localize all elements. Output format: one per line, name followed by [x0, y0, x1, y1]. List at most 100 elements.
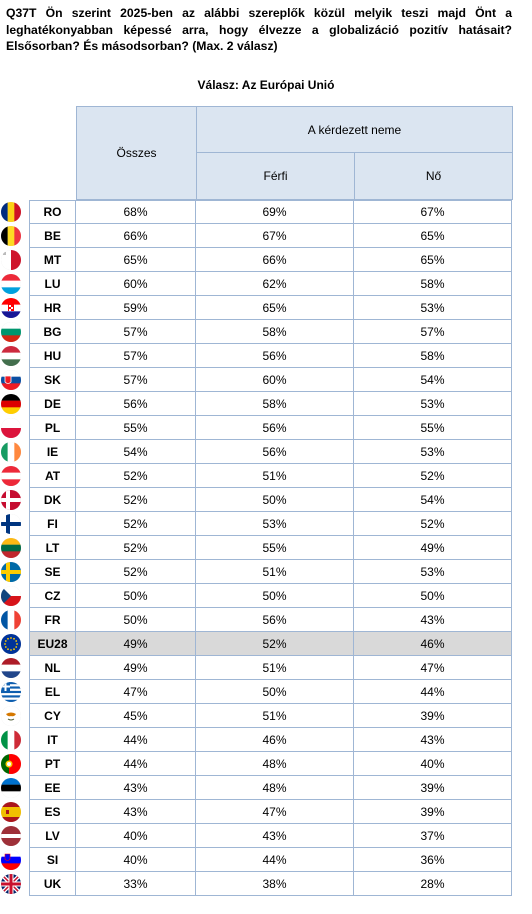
male-value: 56%: [196, 416, 354, 440]
table-row: NL 49% 51% 47%: [0, 656, 532, 680]
poland-flag-icon: [1, 418, 21, 438]
spain-flag-icon: [1, 802, 21, 822]
male-value: 38%: [196, 872, 354, 896]
table-row: BE 66% 67% 65%: [0, 224, 532, 248]
country-code: AT: [29, 464, 76, 488]
answer-subtitle: Válasz: Az Európai Unió: [197, 78, 335, 92]
country-code: PT: [29, 752, 76, 776]
romania-flag-icon: [1, 202, 21, 222]
total-value: 43%: [76, 776, 196, 800]
male-value: 43%: [196, 824, 354, 848]
total-value: 68%: [76, 200, 196, 224]
table-row: FR 50% 56% 43%: [0, 608, 532, 632]
total-value: 56%: [76, 392, 196, 416]
female-value: 39%: [354, 704, 512, 728]
male-value: 65%: [196, 296, 354, 320]
female-value: 53%: [354, 560, 512, 584]
germany-flag-icon: [1, 394, 21, 414]
country-code: CY: [29, 704, 76, 728]
female-value: 44%: [354, 680, 512, 704]
table-row: CY 45% 51% 39%: [0, 704, 532, 728]
table-row: HR 59% 65% 53%: [0, 296, 532, 320]
female-value: 39%: [354, 776, 512, 800]
female-value: 49%: [354, 536, 512, 560]
country-code: SI: [29, 848, 76, 872]
belgium-flag-icon: [1, 226, 21, 246]
female-value: 39%: [354, 800, 512, 824]
latvia-flag-icon: [1, 826, 21, 846]
male-value: 67%: [196, 224, 354, 248]
total-value: 44%: [76, 728, 196, 752]
total-value: 52%: [76, 464, 196, 488]
table-row: LU 60% 62% 58%: [0, 272, 532, 296]
country-code: EU28: [29, 632, 76, 656]
table-row: IT 44% 46% 43%: [0, 728, 532, 752]
total-value: 50%: [76, 584, 196, 608]
female-value: 55%: [354, 416, 512, 440]
eu-flag-icon: [1, 634, 21, 654]
total-value: 50%: [76, 608, 196, 632]
male-value: 51%: [196, 704, 354, 728]
country-code: LV: [29, 824, 76, 848]
total-value: 33%: [76, 872, 196, 896]
country-code: NL: [29, 656, 76, 680]
czechia-flag-icon: [1, 586, 21, 606]
total-value: 59%: [76, 296, 196, 320]
country-code: UK: [29, 872, 76, 896]
table-row: EU28 49% 52% 46%: [0, 632, 532, 656]
female-value: 40%: [354, 752, 512, 776]
female-value: 65%: [354, 248, 512, 272]
male-value: 58%: [196, 320, 354, 344]
male-value: 56%: [196, 344, 354, 368]
luxembourg-flag-icon: [1, 274, 21, 294]
denmark-flag-icon: [1, 490, 21, 510]
male-value: 60%: [196, 368, 354, 392]
table-row: SE 52% 51% 53%: [0, 560, 532, 584]
male-value: 66%: [196, 248, 354, 272]
table-row: SK 57% 60% 54%: [0, 368, 532, 392]
female-value: 52%: [354, 464, 512, 488]
bulgaria-flag-icon: [1, 322, 21, 342]
table-row: DK 52% 50% 54%: [0, 488, 532, 512]
italy-flag-icon: [1, 730, 21, 750]
male-value: 48%: [196, 752, 354, 776]
male-value: 56%: [196, 608, 354, 632]
country-code: FI: [29, 512, 76, 536]
male-value: 51%: [196, 464, 354, 488]
country-code: BE: [29, 224, 76, 248]
male-value: 58%: [196, 392, 354, 416]
question-text: Q37T Ön szerint 2025-ben az alábbi szere…: [6, 6, 512, 53]
table-row: PT 44% 48% 40%: [0, 752, 532, 776]
total-value: 65%: [76, 248, 196, 272]
male-value: 44%: [196, 848, 354, 872]
table-row: EL 47% 50% 44%: [0, 680, 532, 704]
female-value: 46%: [354, 632, 512, 656]
table-row: ES 43% 47% 39%: [0, 800, 532, 824]
table-row: AT 52% 51% 52%: [0, 464, 532, 488]
female-value: 43%: [354, 608, 512, 632]
male-value: 47%: [196, 800, 354, 824]
total-value: 57%: [76, 320, 196, 344]
country-code: SK: [29, 368, 76, 392]
table-row: FI 52% 53% 52%: [0, 512, 532, 536]
country-code: LU: [29, 272, 76, 296]
female-value: 58%: [354, 344, 512, 368]
country-code: IT: [29, 728, 76, 752]
country-code: LT: [29, 536, 76, 560]
male-value: 46%: [196, 728, 354, 752]
total-value: 43%: [76, 800, 196, 824]
male-value: 48%: [196, 776, 354, 800]
lithuania-flag-icon: [1, 538, 21, 558]
ireland-flag-icon: [1, 442, 21, 462]
total-value: 57%: [76, 344, 196, 368]
female-value: 58%: [354, 272, 512, 296]
male-value: 62%: [196, 272, 354, 296]
total-value: 57%: [76, 368, 196, 392]
total-value: 66%: [76, 224, 196, 248]
uk-flag-icon: [1, 874, 21, 894]
total-value: 54%: [76, 440, 196, 464]
slovenia-flag-icon: [1, 850, 21, 870]
male-value: 51%: [196, 560, 354, 584]
table-row: HU 57% 56% 58%: [0, 344, 532, 368]
country-code: IE: [29, 440, 76, 464]
